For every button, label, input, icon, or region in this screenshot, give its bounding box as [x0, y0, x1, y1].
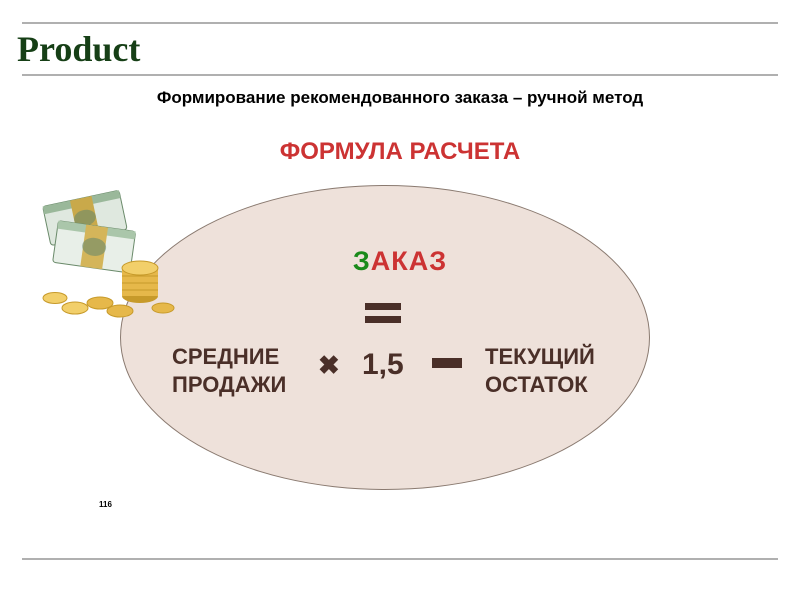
avg-sales-label: СРЕДНИЕ ПРОДАЖИ: [172, 343, 302, 398]
current-stock-label: ТЕКУЩИЙ ОСТАТОК: [485, 343, 645, 398]
order-label-rest: АКАЗ: [371, 246, 447, 276]
equals-sign: [365, 303, 401, 325]
minus-sign: [432, 358, 462, 368]
page-number: 116: [99, 500, 112, 509]
page-title: Product: [17, 28, 140, 70]
top-divider: [22, 22, 778, 24]
formula-ellipse: [120, 185, 650, 490]
coefficient-value: 1,5: [362, 348, 404, 382]
bottom-divider: [22, 558, 778, 560]
order-label-first-letter: З: [353, 246, 371, 276]
order-label: ЗАКАЗ: [0, 246, 800, 277]
formula-heading: ФОРМУЛА РАСЧЕТА: [0, 138, 800, 166]
title-divider: [22, 74, 778, 76]
multiply-sign: ✖: [318, 350, 340, 381]
slide-subtitle: Формирование рекомендованного заказа – р…: [0, 88, 800, 108]
